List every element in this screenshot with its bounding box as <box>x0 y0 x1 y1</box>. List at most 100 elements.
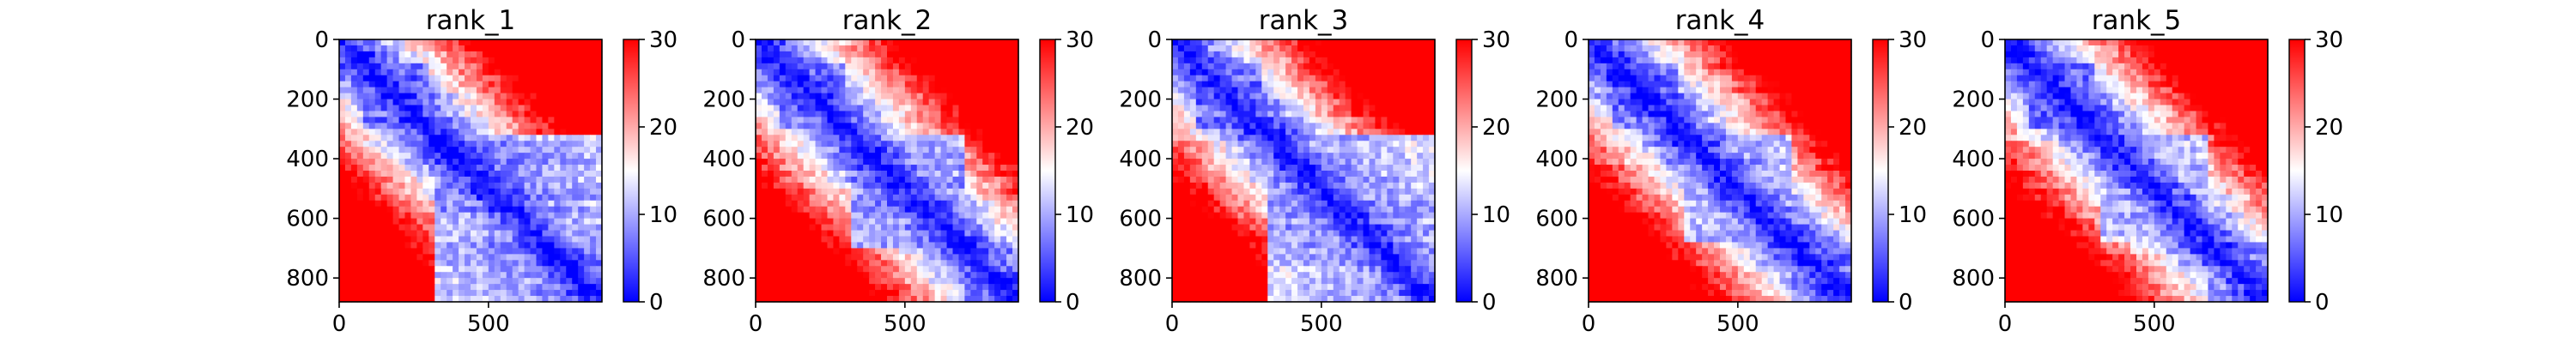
heatmap-cell <box>416 135 423 141</box>
heatmap-cell <box>785 206 793 214</box>
heatmap-cell <box>488 188 495 196</box>
heatmap-cell <box>815 236 823 244</box>
heatmap-cell <box>904 206 912 214</box>
heatmap-cell <box>934 69 942 76</box>
heatmap-cell <box>1411 99 1418 106</box>
heatmap-cell <box>940 99 948 106</box>
heatmap-cell <box>1172 93 1179 100</box>
heatmap-cell <box>892 141 900 147</box>
heatmap-cell <box>1285 141 1292 147</box>
heatmap-cell <box>946 212 954 220</box>
heatmap-cell <box>362 260 370 267</box>
heatmap-cell <box>447 278 453 285</box>
heatmap-cell <box>1393 99 1400 106</box>
heatmap-cell <box>767 117 775 123</box>
heatmap-cell <box>1357 51 1364 58</box>
heatmap-cell <box>761 87 769 94</box>
heatmap-cell <box>839 242 846 249</box>
heatmap-cell <box>797 266 805 273</box>
heatmap-cell <box>1369 153 1376 159</box>
heatmap-cell <box>815 81 823 88</box>
heatmap-cell <box>1357 159 1364 165</box>
heatmap-cell <box>536 75 544 82</box>
heatmap-cell <box>554 81 561 88</box>
heatmap-cell <box>982 242 989 249</box>
heatmap-cell <box>982 111 989 117</box>
heatmap-cell <box>1291 63 1298 70</box>
heatmap-cell <box>916 278 924 285</box>
heatmap-cell <box>756 69 762 76</box>
heatmap-cell <box>566 200 573 208</box>
heatmap-cell <box>1255 81 1262 88</box>
heatmap-cell <box>791 87 799 94</box>
heatmap-cell <box>482 171 489 178</box>
heatmap-cell <box>839 188 846 196</box>
heatmap-cell <box>1273 129 1280 135</box>
heatmap-cell <box>833 165 840 172</box>
heatmap-cell <box>1321 93 1328 100</box>
heatmap-cell <box>530 296 538 303</box>
heatmap-cell <box>476 123 483 129</box>
heatmap-cell <box>398 99 406 106</box>
heatmap-cell <box>964 69 971 76</box>
heatmap-cell <box>1261 117 1268 123</box>
heatmap-cell <box>542 236 549 244</box>
heatmap-cell <box>494 296 501 303</box>
chart-title: rank_2 <box>842 5 933 36</box>
heatmap-cell <box>404 159 412 165</box>
heatmap-cell <box>767 182 775 190</box>
heatmap-cell <box>940 260 948 267</box>
heatmap-cell <box>892 39 900 46</box>
heatmap-cell <box>1297 45 1304 52</box>
heatmap-cell <box>428 272 435 279</box>
heatmap-cell <box>380 111 388 117</box>
heatmap-cell <box>584 87 591 94</box>
heatmap-cell <box>994 111 1001 117</box>
heatmap-cell <box>1255 99 1262 106</box>
heatmap-cell <box>881 212 888 220</box>
heatmap-cell <box>964 129 971 135</box>
heatmap-cell <box>548 206 555 214</box>
heatmap-cell <box>785 69 793 76</box>
heatmap-cell <box>374 290 382 297</box>
heatmap-cell <box>339 200 346 208</box>
heatmap-cell <box>1261 147 1268 153</box>
heatmap-cell <box>560 123 567 129</box>
heatmap-cell <box>428 87 435 94</box>
heatmap-cell <box>512 39 519 46</box>
heatmap-cell <box>779 69 787 76</box>
heatmap-cell <box>476 266 483 273</box>
heatmap-cell <box>839 165 846 172</box>
heatmap-cell <box>1261 75 1268 82</box>
heatmap-cell <box>500 159 507 165</box>
heatmap-cell <box>350 141 358 147</box>
heatmap-cell <box>512 153 519 159</box>
heatmap-cell <box>833 135 840 141</box>
heatmap-cell <box>410 75 417 82</box>
heatmap-cell <box>1393 93 1400 100</box>
heatmap-cell <box>934 296 942 303</box>
heatmap-cell <box>803 206 811 214</box>
heatmap-cell <box>946 111 954 117</box>
heatmap-cell <box>904 236 912 244</box>
heatmap-cell <box>542 248 549 255</box>
heatmap-cell <box>554 212 561 220</box>
heatmap-cell <box>785 176 793 184</box>
heatmap-cell <box>827 284 834 291</box>
heatmap-cell <box>1012 290 1019 297</box>
heatmap-cell <box>356 200 364 208</box>
heatmap-cell <box>976 194 983 202</box>
heatmap-cell <box>851 165 858 172</box>
heatmap-cell <box>994 147 1001 153</box>
heatmap-cell <box>542 254 549 261</box>
heatmap-cell <box>756 272 762 279</box>
heatmap-cell <box>928 194 936 202</box>
heatmap-cell <box>904 69 912 76</box>
heatmap-cell <box>404 230 412 238</box>
heatmap-cell <box>453 69 459 76</box>
heatmap-cell <box>803 284 811 291</box>
heatmap-cell <box>554 63 561 70</box>
heatmap-cell <box>404 99 412 106</box>
heatmap-cell <box>785 63 793 70</box>
heatmap-cell <box>1393 159 1400 165</box>
